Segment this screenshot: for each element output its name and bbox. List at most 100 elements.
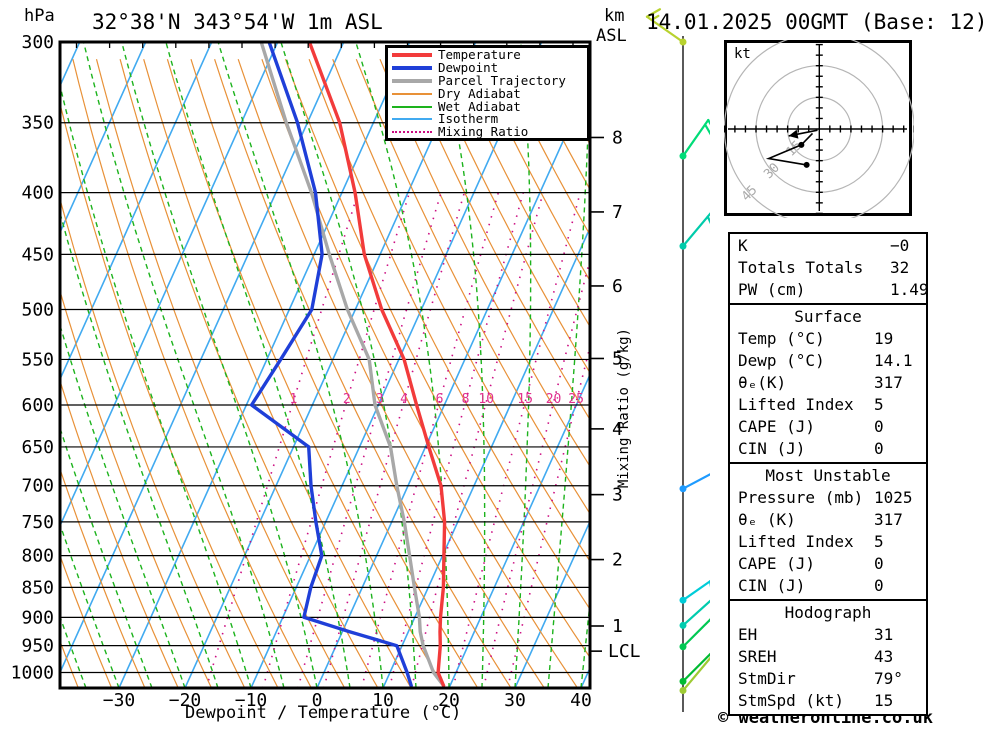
lcl-label: LCL [608, 641, 641, 662]
hodograph-axes [724, 43, 914, 215]
legend-item-label: Wet Adiabat [438, 98, 521, 114]
station-title: 32°38'N 343°54'W 1m ASL [92, 10, 383, 34]
stat-label: Temp (°C) [738, 329, 825, 348]
stat-row: Totals Totals 32 [730, 257, 926, 279]
mixing-ratio-value-label: 15 [517, 392, 533, 407]
stats-group: Most Unstable Pressure (mb) 1025 θₑ (K) 317 L… [728, 462, 928, 601]
pressure-tick-label: 550 [21, 349, 54, 370]
hodograph-trace-dot [803, 161, 810, 168]
pressure-tick-label: 400 [21, 183, 54, 204]
stat-value: 0 [874, 417, 884, 436]
wind-barb [645, 8, 687, 46]
dewpoint-curve [249, 43, 413, 687]
mixing-ratio-axis-label: Mixing Ratio (g/kg) [616, 328, 632, 489]
legend-line-sample [392, 118, 432, 121]
stat-value: 5 [874, 532, 884, 551]
temperature-tick-label: −20 [169, 690, 202, 711]
pressure-tick-labels: 300 350 400 450 500 550 600 650 700 750 800 850 900 9… [11, 32, 54, 684]
stat-value: 1.49 [890, 280, 929, 299]
stat-value: 14.1 [874, 351, 913, 370]
stat-label: Pressure (mb) [738, 488, 864, 507]
altitude-tick-label: 7 [612, 202, 623, 223]
wind-barb [679, 579, 710, 604]
legend-item: Mixing Ratio [390, 125, 587, 139]
stat-row: CIN (J) 0 [730, 438, 926, 460]
pressure-tick-label: 500 [21, 300, 54, 321]
legend-line-sample [392, 92, 432, 95]
stat-value: 31 [874, 625, 894, 644]
stats-group-header: Hodograph [784, 603, 872, 622]
legend-line-sample [392, 131, 432, 134]
stat-row: PW (cm) 1.49 [730, 279, 929, 301]
legend-line-sample [392, 105, 432, 108]
legend-item: Dewpoint [390, 60, 587, 76]
legend-line-sample [392, 78, 432, 83]
pressure-tick-label: 1000 [11, 663, 54, 684]
stat-label: Lifted Index [738, 395, 854, 414]
pressure-tick-label: 350 [21, 113, 54, 134]
wind-barb [679, 212, 710, 250]
temperature-tick-label: 40 [570, 690, 592, 711]
temperature-tick-label: 30 [504, 690, 526, 711]
stat-value: 0 [874, 439, 884, 458]
legend-item-label: Isotherm [438, 111, 499, 127]
legend-line-sample [392, 66, 432, 71]
stat-value: 1025 [874, 488, 913, 507]
altitude-tick-label: 6 [612, 276, 623, 297]
legend-item: Temperature [390, 49, 587, 62]
altitude-tick-label: 3 [612, 485, 623, 506]
stat-value: −0 [890, 236, 910, 255]
mixing-ratio-value-label: 4 [400, 392, 408, 407]
stat-row: Pressure (mb) 1025 [730, 487, 926, 509]
mixing-ratio-value-label: 1 [290, 392, 298, 407]
stat-row: EH 31 [730, 624, 926, 646]
wind-barb [679, 599, 710, 629]
altitude-ticks: 8 7 6 5 4 3 2 1 LCL [590, 127, 641, 662]
pressure-tick-label: 800 [21, 546, 54, 567]
temperature-tick-label: −30 [103, 690, 136, 711]
stat-row: CAPE (J) 0 [730, 553, 926, 575]
storm-motion-arrowhead [788, 129, 799, 139]
wind-barb-column [645, 8, 710, 712]
altitude-axis-unit-asl: ASL [596, 26, 627, 46]
stat-row: CAPE (J) 0 [730, 416, 926, 438]
pressure-axis-unit: hPa [24, 6, 55, 26]
isotherm-lines [61, 43, 589, 687]
stats-group: K −0 Totals Totals 32 PW (cm) 1.49 [728, 232, 929, 305]
stat-label: CAPE (J) [738, 417, 816, 436]
legend-line-sample [392, 53, 432, 58]
legend-item: Dry Adiabat [390, 87, 587, 100]
stat-label: PW (cm) [738, 280, 806, 299]
hodograph-unit-label: kt [734, 46, 751, 62]
background-lines [61, 43, 589, 687]
stat-row: Dewp (°C) 14.1 [730, 350, 926, 372]
mixing-ratio-lines [205, 192, 589, 687]
stat-row: CIN (J) 0 [730, 575, 926, 597]
legend-item-label: Dry Adiabat [438, 85, 521, 101]
wind-barb [679, 618, 710, 651]
stat-row: SREH 43 [730, 646, 926, 668]
mixing-ratio-value-label: 8 [462, 392, 470, 407]
legend-item-label: Dewpoint [438, 60, 499, 76]
mixing-ratio-value-label: 3 [376, 392, 384, 407]
temperature-tick-label: −10 [235, 690, 268, 711]
mixing-ratio-value-label: 20 [546, 392, 562, 407]
stat-value: 5 [874, 395, 884, 414]
mixing-ratio-labels: 1 2 3 4 6 8 10 15 20 25 [290, 392, 584, 407]
wind-barb [679, 652, 710, 685]
altitude-tick-label: 8 [612, 127, 623, 148]
stat-label: StmSpd (kt) [738, 691, 844, 710]
stat-value: 317 [874, 373, 903, 392]
stat-label: θₑ(K) [738, 373, 787, 392]
mixing-ratio-value-label: 10 [478, 392, 494, 407]
stat-label: Totals Totals [738, 258, 864, 277]
stat-value: 0 [874, 554, 884, 573]
stats-group: Hodograph EH 31 SREH 43 StmDir 79° StmSpd (kt) 1… [728, 599, 928, 716]
pressure-tick-label: 850 [21, 577, 54, 598]
mixing-ratio-value-label: 6 [436, 392, 444, 407]
temperature-tick-labels: −30 −20 −10 0 10 20 30 40 [103, 690, 592, 711]
stat-row: θₑ (K) 317 [730, 509, 926, 531]
mixing-ratio-value-label: 25 [568, 392, 584, 407]
altitude-axis-unit-km: km [604, 6, 625, 26]
stats-group-header: Surface [794, 307, 862, 326]
